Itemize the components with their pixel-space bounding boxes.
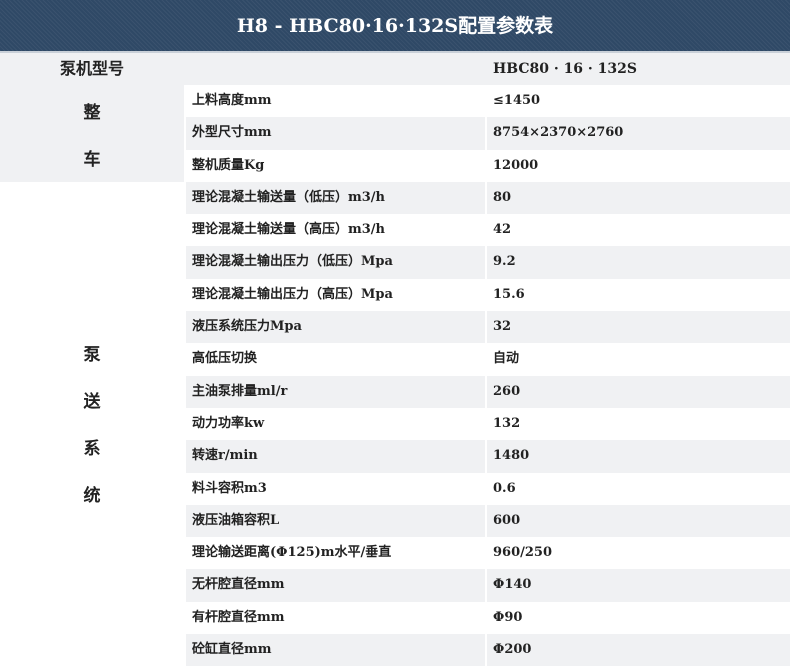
- table-row: 理论混凝土输出压力（低压）Mpa 9.2: [186, 246, 790, 279]
- table-row: 理论混凝土输出压力（高压）Mpa 15.6: [186, 278, 790, 312]
- param-name: 料斗容积m3: [186, 472, 487, 505]
- section-vehicle: 整 车: [0, 85, 184, 182]
- param-name: 高低压切换: [186, 343, 487, 376]
- table-row: 无杆腔直径mm Φ140: [186, 569, 790, 602]
- param-name: 理论混凝土输送量（低压）m3/h: [186, 181, 487, 215]
- table-row: 主油泵排量ml/r 260: [186, 375, 790, 408]
- param-name: 有杆腔直径mm: [186, 601, 487, 635]
- section-char: 车: [83, 149, 101, 170]
- table-row: 液压系统压力Mpa 32: [186, 311, 790, 344]
- param-name: 主油泵排量ml/r: [186, 375, 487, 408]
- param-value: Φ140: [493, 577, 532, 593]
- table-row: 砼缸直径mm Φ200: [186, 634, 790, 666]
- table-row: 液压油箱容积L 600: [186, 504, 790, 538]
- param-value: 9.2: [493, 254, 516, 270]
- param-name: 液压系统压力Mpa: [186, 311, 487, 344]
- table-row: 整机质量Kg 12000: [186, 149, 790, 182]
- model-value: HBC80 · 16 · 132S: [493, 61, 638, 77]
- param-value: ≤1450: [493, 93, 541, 108]
- table-row: 动力功率kw 132: [186, 407, 790, 441]
- param-name: 无杆腔直径mm: [186, 569, 487, 602]
- param-value: 1480: [493, 448, 530, 464]
- section-char: 泵: [83, 345, 101, 365]
- param-value: 600: [493, 512, 521, 528]
- param-name: 理论输送距离(Φ125)m水平/垂直: [186, 537, 487, 570]
- table-row: 高低压切换 自动: [186, 343, 790, 376]
- section-char: 系: [83, 439, 101, 459]
- param-value: 15.6: [493, 286, 525, 302]
- param-value: 260: [493, 383, 521, 399]
- param-name: 外型尺寸mm: [186, 117, 487, 150]
- param-value: 80: [493, 189, 512, 205]
- model-row: 泵机型号 HBC80 · 16 · 132S: [0, 53, 790, 85]
- table-row: 转速r/min 1480: [186, 440, 790, 473]
- param-value: 0.6: [493, 480, 516, 496]
- param-name: 理论混凝土输出压力（低压）Mpa: [186, 246, 487, 279]
- param-value: 自动: [493, 351, 520, 367]
- section-pump-system: 泵 送 系 统: [0, 182, 184, 664]
- table-row: 上料高度mm ≤1450: [186, 85, 790, 118]
- table-title: H8 - HBC80·16·132S配置参数表: [0, 0, 790, 53]
- param-name: 整机质量Kg: [186, 149, 487, 182]
- table-row: 理论混凝土输送量（低压）m3/h 80: [186, 181, 790, 215]
- param-name: 上料高度mm: [186, 85, 487, 118]
- param-name: 转速r/min: [186, 440, 487, 473]
- param-name: 砼缸直径mm: [186, 634, 487, 666]
- section-char: 统: [83, 486, 101, 506]
- param-value: 32: [493, 319, 512, 335]
- param-value: 12000: [493, 157, 539, 173]
- model-label: 泵机型号: [59, 59, 124, 78]
- param-name: 理论混凝土输送量（高压）m3/h: [186, 214, 487, 247]
- table-row: 理论混凝土输送量（高压）m3/h 42: [186, 214, 790, 247]
- param-name: 理论混凝土输出压力（高压）Mpa: [186, 278, 487, 312]
- param-value: 42: [493, 222, 512, 238]
- param-value: Φ200: [493, 642, 532, 658]
- table-row: 料斗容积m3 0.6: [186, 472, 790, 505]
- param-name: 动力功率kw: [186, 407, 487, 441]
- param-value: 8754×2370×2760: [493, 125, 624, 141]
- table-row: 理论输送距离(Φ125)m水平/垂直 960/250: [186, 537, 790, 570]
- table-row: 外型尺寸mm 8754×2370×2760: [186, 117, 790, 150]
- param-name: 液压油箱容积L: [186, 504, 487, 538]
- param-value: Φ90: [493, 609, 523, 625]
- table-row: 有杆腔直径mm Φ90: [186, 601, 790, 635]
- spec-table: 泵机型号 HBC80 · 16 · 132S 整 车 泵 送 系 统 上料高度m…: [0, 53, 790, 666]
- param-value: 960/250: [493, 545, 553, 561]
- section-char: 整: [83, 102, 101, 123]
- param-value: 132: [493, 415, 521, 431]
- section-char: 送: [83, 392, 101, 412]
- spec-rows: 上料高度mm ≤1450 外型尺寸mm 8754×2370×2760 整机质量Kg 120…: [186, 85, 790, 666]
